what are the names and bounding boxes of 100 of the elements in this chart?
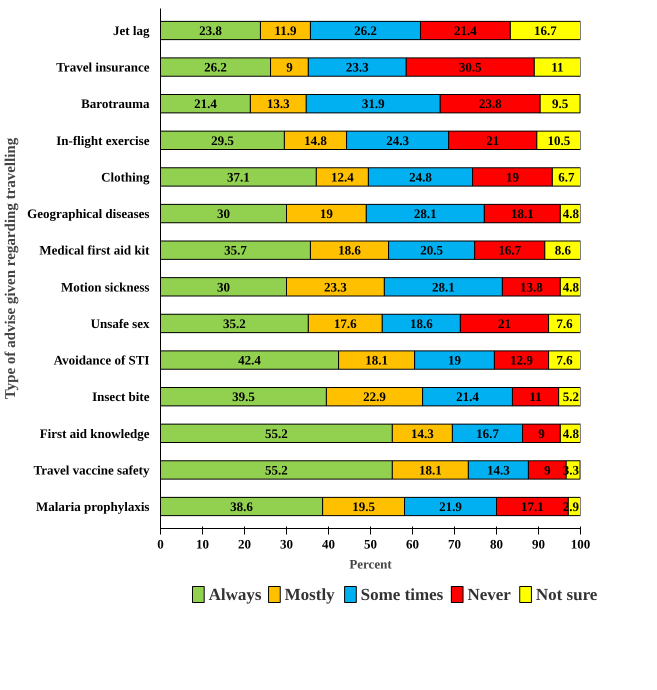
data-label: 24.3: [386, 132, 410, 148]
y-tick-label: Malaria prophylaxis: [36, 499, 150, 514]
data-label: 20.5: [420, 242, 444, 258]
data-label: 23.8: [199, 22, 222, 38]
y-tick-label: Insect bite: [92, 389, 150, 404]
y-tick-label: Jet lag: [113, 22, 150, 38]
legend-label: Some times: [360, 585, 444, 604]
data-label: 6.7: [558, 169, 576, 184]
y-tick-label: Travel insurance: [56, 60, 150, 75]
data-label: 17.1: [521, 499, 544, 514]
data-label: 30: [217, 279, 230, 294]
data-label: 21.4: [456, 389, 480, 404]
data-label: 21: [498, 316, 511, 331]
data-label: 42.4: [238, 352, 262, 368]
data-label: 21.9: [439, 499, 462, 514]
data-label: 12.9: [510, 352, 534, 368]
x-tick-label: 80: [490, 536, 503, 552]
y-tick-label: First aid knowledge: [40, 426, 150, 441]
data-label: 21: [486, 132, 500, 148]
data-label: 7.6: [556, 316, 574, 331]
data-label: 39.5: [232, 389, 256, 404]
data-label: 8.6: [554, 242, 572, 258]
y-tick-label: Unsafe sex: [90, 316, 150, 331]
data-label: 10.5: [547, 132, 571, 148]
data-label: 30.5: [458, 60, 482, 75]
data-label: 21.4: [454, 22, 478, 38]
data-label: 18.1: [510, 206, 534, 222]
data-label: 28.1: [414, 206, 437, 222]
data-label: 14.3: [410, 426, 434, 441]
y-tick-label: Medical first aid kit: [39, 242, 150, 258]
data-label: 16.7: [498, 242, 522, 258]
data-label: 14.8: [304, 132, 328, 148]
data-label: 21.4: [194, 96, 218, 112]
legend-label: Not sure: [536, 585, 598, 604]
data-label: 9: [538, 426, 546, 441]
data-label: 26.2: [204, 60, 227, 75]
y-tick-label: Geographical diseases: [27, 206, 150, 222]
y-tick-label: In-flight exercise: [56, 132, 150, 148]
data-label: 35.2: [223, 316, 246, 331]
data-label: 23.3: [346, 60, 370, 75]
data-label: 18.6: [410, 316, 434, 331]
data-label: 4.8: [562, 426, 580, 441]
data-label: 14.3: [487, 462, 510, 478]
y-tick-label: Avoidance of STI: [54, 352, 150, 368]
y-tick-label: Clothing: [101, 169, 150, 184]
legend-label: Mostly: [284, 585, 336, 604]
x-tick-label: 0: [157, 536, 164, 552]
y-axis-title: Type of advise given regarding travelling: [3, 137, 20, 400]
x-tick-label: 50: [364, 536, 377, 552]
data-label: 19: [320, 206, 334, 222]
x-tick-label: 90: [532, 536, 545, 552]
data-label: 19.5: [352, 499, 376, 514]
data-label: 23.3: [324, 279, 348, 294]
legend-label: Always: [208, 585, 262, 604]
data-label: 11.9: [274, 22, 297, 38]
data-label: 16.7: [534, 22, 558, 38]
data-label: 4.8: [562, 279, 580, 294]
data-label: 4.8: [562, 206, 580, 222]
y-tick-label: Travel vaccine safety: [34, 462, 150, 478]
data-label: 5.2: [562, 389, 579, 404]
y-tick-label: Motion sickness: [61, 279, 150, 294]
x-tick-label: 10: [196, 536, 209, 552]
data-label: 7.6: [556, 352, 574, 368]
legend-label: Never: [467, 585, 512, 604]
data-label: 11: [551, 60, 564, 75]
data-label: 26.2: [354, 22, 377, 38]
data-label: 9: [286, 60, 294, 75]
data-label: 23.8: [478, 96, 502, 112]
data-label: 18.1: [365, 352, 388, 368]
data-label: 16.7: [476, 426, 500, 441]
data-label: 55.2: [265, 462, 288, 478]
data-label: 29.5: [211, 132, 234, 148]
x-tick-label: 70: [448, 536, 461, 552]
x-tick-label: 40: [322, 536, 335, 552]
data-label: 18.6: [338, 242, 362, 258]
data-label: 13.8: [520, 279, 544, 294]
data-label: 17.6: [334, 316, 358, 331]
data-label: 30: [217, 206, 230, 222]
data-label: 28.1: [432, 279, 455, 294]
data-label: 18.1: [418, 462, 442, 478]
x-tick-label: 60: [406, 536, 419, 552]
data-label: 19: [448, 352, 462, 368]
data-label: 24.8: [409, 169, 432, 184]
data-label: 12.4: [330, 169, 354, 184]
data-label: 13.3: [266, 96, 290, 112]
data-label: 37.1: [227, 169, 250, 184]
data-label: 35.7: [224, 242, 248, 258]
data-label: 55.2: [265, 426, 288, 441]
data-label: 38.6: [230, 499, 254, 514]
data-label: 31.9: [362, 96, 386, 112]
data-label: 9: [544, 462, 552, 478]
x-axis-title: Percent: [349, 556, 392, 572]
x-tick-label: 30: [280, 536, 293, 552]
y-tick-label: Barotrauma: [81, 96, 150, 112]
data-label: 11: [529, 389, 542, 404]
data-label: 19: [506, 169, 520, 184]
data-label: 9.5: [552, 96, 569, 112]
x-tick-label: 20: [238, 536, 251, 552]
data-label: 22.9: [363, 389, 386, 404]
x-tick-label: 100: [570, 536, 590, 552]
